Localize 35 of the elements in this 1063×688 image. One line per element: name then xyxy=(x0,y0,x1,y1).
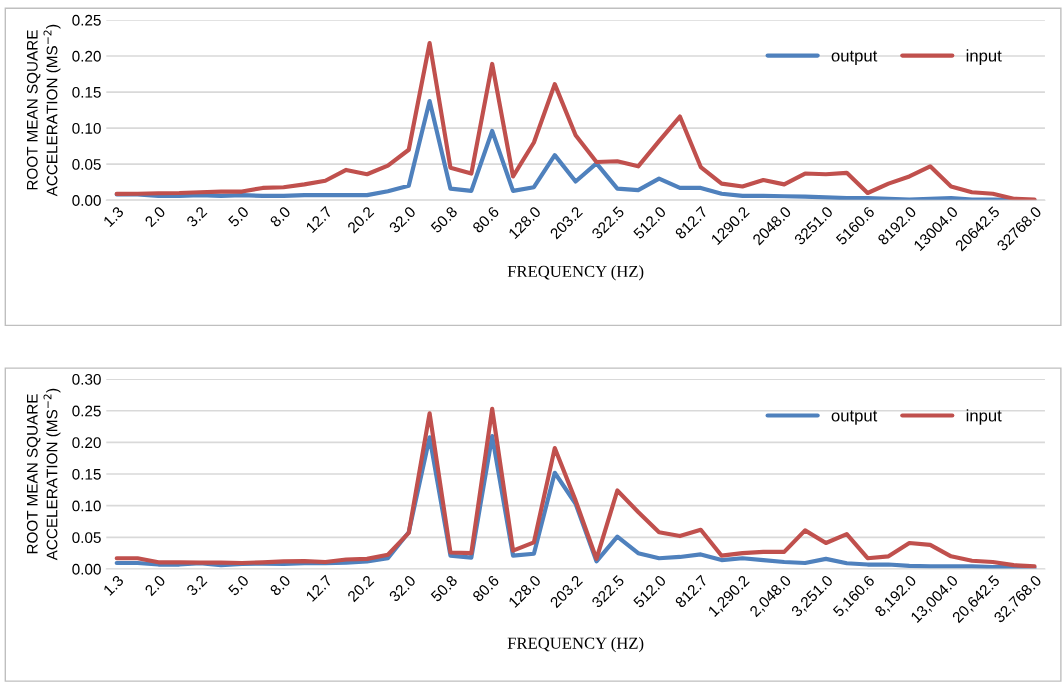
x-axis-title: FREQUENCY (HZ) xyxy=(507,637,644,653)
legend-label: output xyxy=(831,50,878,65)
x-axis-title: FREQUENCY (HZ) xyxy=(507,265,644,281)
y-tick-label: 0.10 xyxy=(72,500,101,512)
legend-label: input xyxy=(966,409,1002,425)
line-series xyxy=(114,406,1037,569)
x-tick-label: 5.0 xyxy=(227,574,250,597)
x-tick-label: 3.2 xyxy=(185,574,208,597)
y-tick-label: 0.30 xyxy=(72,373,101,385)
y-axis-title: ROOT MEAN SQUARE ACCELERATION (MS$^{−2}$) xyxy=(26,388,61,561)
y-tick-label: 0.15 xyxy=(72,468,101,480)
y-tick-label: 0.00 xyxy=(72,195,101,206)
x-tick-label: 2.0 xyxy=(144,574,166,597)
x-tick-label: 1.3 xyxy=(102,205,125,228)
x-tick-label: 80.6 xyxy=(471,574,500,603)
line-series xyxy=(114,40,1037,201)
y-tick-label: 0.15 xyxy=(72,86,101,98)
legend-label: input xyxy=(966,49,1002,65)
y-tick-label: 0.00 xyxy=(72,563,101,575)
y-tick-label: 0.05 xyxy=(72,159,101,170)
y-axis-title: ROOT MEAN SQUARE ACCELERATION (MS$^{−2}$) xyxy=(26,24,61,197)
x-tick-label: 8.0 xyxy=(269,205,292,228)
legend-label: output xyxy=(831,410,878,425)
x-tick-label: 32.0 xyxy=(388,574,417,603)
y-tick-label: 0.20 xyxy=(72,50,101,62)
y-tick-label: 0.05 xyxy=(72,532,101,544)
x-tick-label: 1.3 xyxy=(102,574,125,596)
y-tick-label: 0.25 xyxy=(72,405,101,417)
y-tick-label: 0.10 xyxy=(72,122,101,134)
y-tick-label: 0.20 xyxy=(72,437,101,449)
x-tick-label: 2.0 xyxy=(144,205,166,228)
x-tick-label: 8.0 xyxy=(269,574,292,597)
x-tick-label: 3.2 xyxy=(185,205,208,228)
x-tick-label: 5.0 xyxy=(227,205,250,228)
y-tick-label: 0.25 xyxy=(72,14,101,26)
